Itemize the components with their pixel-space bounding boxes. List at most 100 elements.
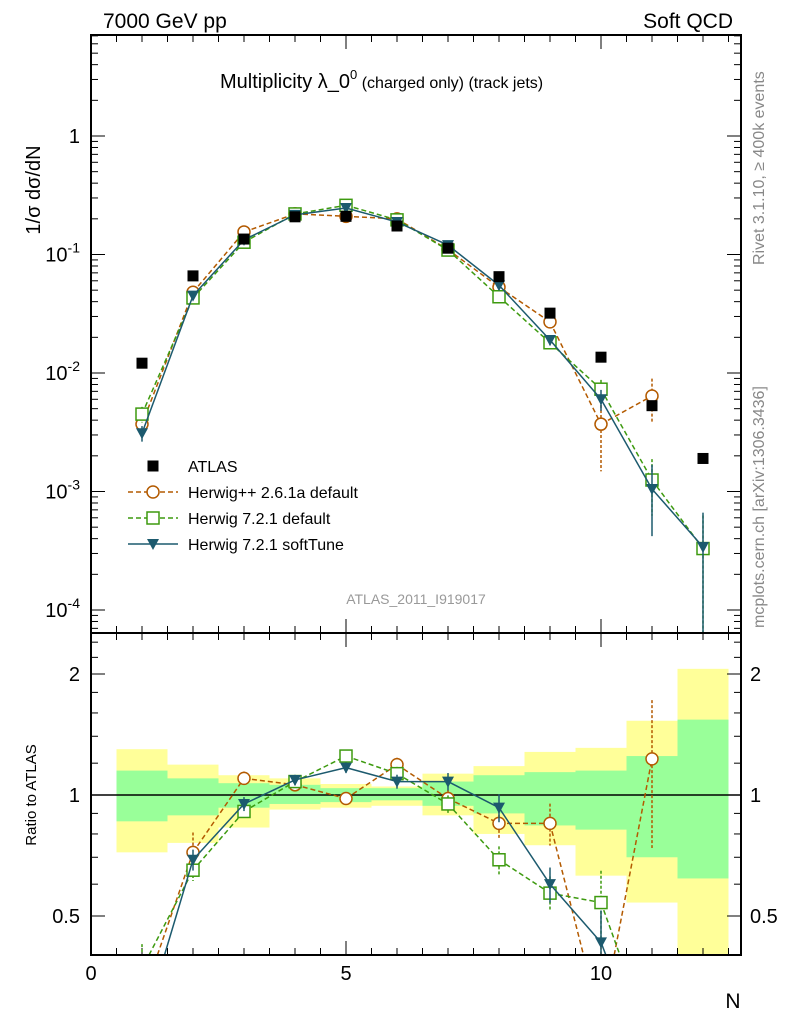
series-line-2	[498, 284, 551, 341]
ratio-line-1	[498, 859, 551, 894]
band-stat	[116, 770, 168, 822]
ratio-point	[492, 853, 506, 867]
y-tick-label: 10-2	[45, 358, 80, 385]
ratio-line-0	[396, 764, 449, 800]
series-line-2	[396, 221, 449, 246]
data-point	[595, 394, 607, 406]
ratio-line-0	[447, 797, 500, 825]
series-line-0	[498, 286, 551, 323]
ratio-line-2	[163, 859, 194, 956]
ratio-line-2	[498, 807, 551, 885]
ratio-line-2	[549, 883, 602, 943]
series-line-2	[651, 488, 704, 548]
atlas-data-point	[697, 452, 709, 464]
data-point	[340, 202, 352, 214]
ratio-line-1	[243, 780, 296, 813]
x-tick-label: 5	[340, 963, 351, 985]
data-point	[594, 417, 608, 431]
ratio-tick-label-right: 0.5	[750, 906, 778, 928]
title-small: (charged only) (track jets)	[357, 75, 543, 92]
series-line-0	[447, 248, 500, 288]
ratio-point	[238, 798, 250, 810]
legend-label: Herwig 7.2.1 softTune	[188, 537, 344, 554]
ratio-y-axis-label: Ratio to ATLAS	[23, 744, 40, 845]
ratio-point	[442, 776, 454, 788]
series-line-1	[396, 219, 449, 251]
analysis-id: ATLAS_2011_I919017	[346, 591, 486, 607]
ratio-point	[340, 762, 352, 774]
chart-title: Multiplicity λ_00 (charged only) (track …	[220, 67, 543, 93]
ratio-point	[289, 774, 301, 786]
series-line-2	[294, 207, 347, 216]
ratio-point	[595, 937, 607, 949]
data-point	[493, 280, 505, 292]
band-stat	[575, 770, 627, 830]
data-point	[136, 428, 148, 440]
ratio-point	[543, 816, 557, 831]
series-line-0	[549, 321, 602, 425]
ratio-line-2	[345, 766, 398, 783]
ratio-frame	[90, 632, 742, 956]
series-line-0	[192, 231, 245, 293]
ratio-line-1	[549, 892, 602, 904]
series-line-2	[600, 398, 653, 490]
atlas-data-point	[187, 270, 199, 282]
series-line-1	[600, 388, 653, 481]
x-tick-label: 10	[590, 963, 612, 985]
legend-label: ATLAS	[188, 459, 238, 476]
header-left: 7000 GeV pp	[103, 10, 227, 33]
series-line-0	[600, 395, 653, 425]
series-line-1	[192, 241, 245, 299]
data-point	[492, 290, 506, 304]
ratio-point	[544, 879, 556, 891]
ratio-point	[594, 895, 608, 910]
data-point	[544, 334, 556, 346]
title-sup: 0	[350, 67, 357, 82]
legend-label: Herwig 7.2.1 default	[188, 511, 331, 528]
series-line-2	[549, 339, 602, 400]
y-tick-label: 10-3	[45, 477, 80, 504]
side-text-top: Rivet 3.1.10, ≥ 400k events	[751, 71, 768, 265]
ratio-line-2	[447, 780, 500, 809]
x-tick-label: 0	[85, 963, 96, 985]
atlas-data-point	[238, 233, 250, 245]
side-text-bottom: mcplots.cern.ch [arXiv:1306.3436]	[751, 386, 768, 628]
y-tick-label: 10-1	[45, 240, 80, 267]
legend-marker	[146, 485, 160, 499]
ratio-point	[339, 791, 353, 806]
ratio-line-0	[613, 758, 653, 956]
ratio-point	[339, 749, 353, 763]
ratio-line-1	[192, 810, 245, 871]
ratio-point	[187, 854, 199, 866]
data-point	[187, 290, 199, 302]
ratio-tick-label: 0.5	[52, 906, 80, 928]
ratio-line-0	[549, 823, 585, 956]
ratio-line-0	[192, 777, 245, 853]
ratio-tick-label: 1	[69, 785, 80, 807]
band-stat	[677, 719, 729, 879]
band-stat	[371, 788, 423, 801]
legend: ATLAS Herwig++ 2.6.1a default Herwig 7.2.1…	[128, 459, 358, 554]
ratio-line-1	[345, 755, 398, 775]
y-tick-label: 10-4	[45, 595, 80, 622]
data-point	[135, 407, 149, 421]
atlas-data-point	[442, 242, 454, 254]
atlas-data-point	[136, 357, 148, 369]
legend-marker	[147, 460, 159, 472]
series-line-2	[447, 244, 500, 286]
ratio-tick-label-right: 2	[750, 664, 761, 686]
atlas-data-point	[544, 307, 556, 319]
legend-marker	[147, 539, 159, 550]
ratio-line-0	[294, 784, 347, 800]
y-axis-label: 1/σ dσ/dN	[23, 145, 45, 234]
series-line-2	[243, 214, 296, 241]
ratio-line-2	[243, 779, 296, 805]
atlas-data-point	[340, 210, 352, 222]
band-stat	[167, 778, 219, 816]
data-point	[646, 483, 658, 495]
series-line-2	[345, 207, 398, 223]
data-point	[697, 542, 709, 554]
ratio-line-1	[600, 902, 621, 956]
atlas-data-point	[289, 211, 301, 223]
